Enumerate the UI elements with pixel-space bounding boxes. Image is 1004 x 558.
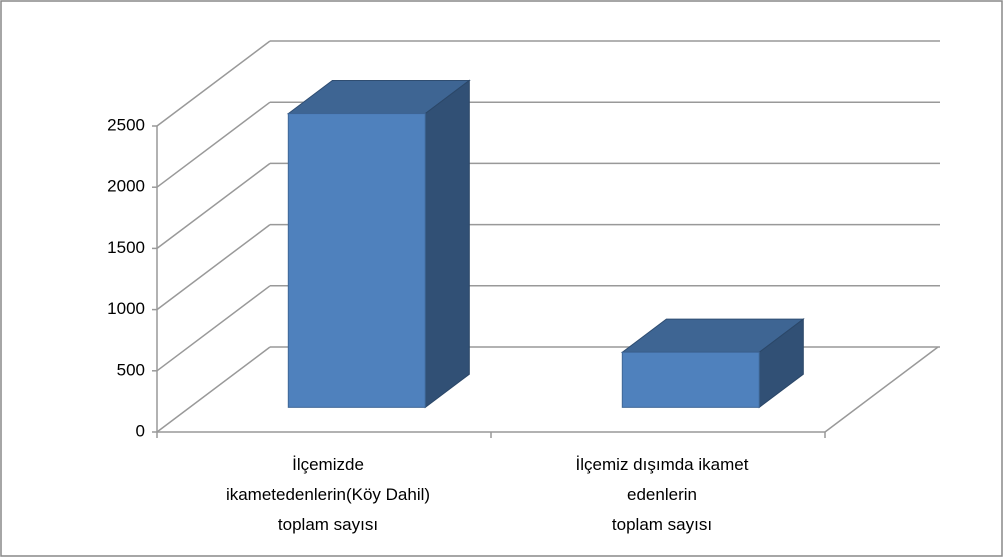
bar-side (424, 79, 470, 409)
y-tick-label: 500 (117, 360, 145, 379)
floor-line (824, 346, 939, 433)
grid-line (156, 285, 271, 372)
y-tick-label: 0 (136, 421, 145, 440)
bar (621, 351, 760, 408)
y-tick-label: 2000 (107, 177, 145, 196)
grid-line (156, 40, 271, 127)
x-tick-label: İlçemiz dışımda ikamet edenlerin toplam … (575, 455, 749, 534)
x-tick-label: İlçemizde ikametedenlerin(Köy Dahil) top… (225, 455, 431, 534)
bar (287, 113, 426, 408)
grid-line (156, 224, 271, 311)
grid-line (156, 101, 271, 188)
grid-line (156, 346, 271, 433)
y-tick-label: 1000 (107, 299, 145, 318)
y-tick-label: 2500 (107, 115, 145, 134)
grid-line (156, 162, 271, 249)
y-tick-label: 1500 (107, 238, 145, 257)
